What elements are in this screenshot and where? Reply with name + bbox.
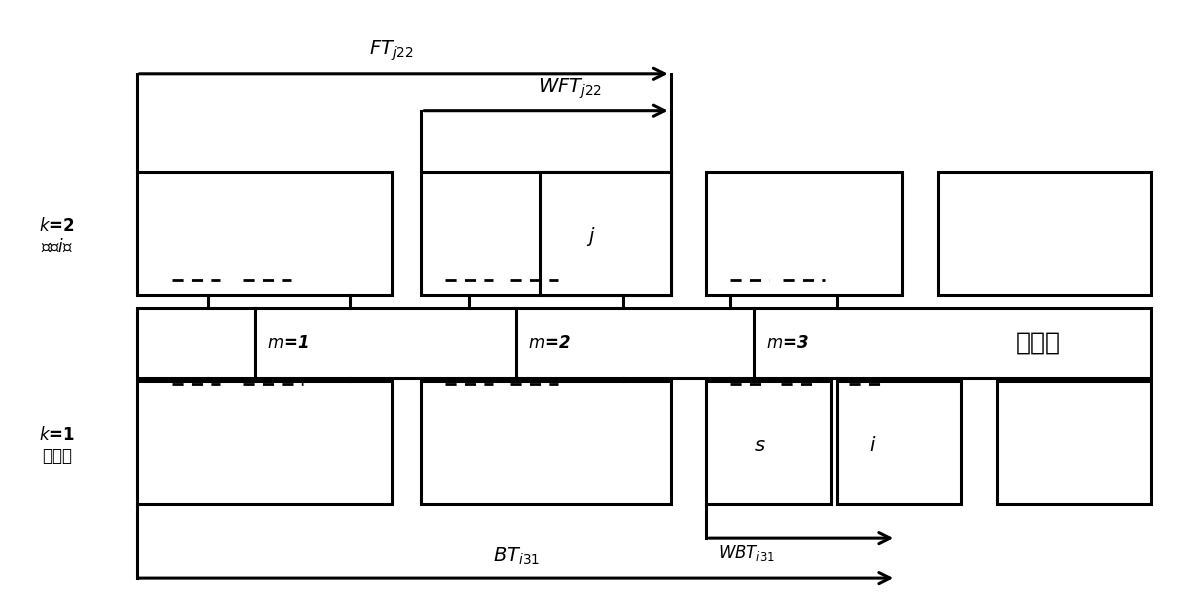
Bar bbox=[837, 381, 961, 504]
Text: 传送带: 传送带 bbox=[1016, 331, 1061, 355]
Text: $s$: $s$ bbox=[754, 437, 766, 455]
Bar bbox=[137, 172, 392, 295]
Bar bbox=[421, 172, 671, 295]
Text: $WFT_{j22}$: $WFT_{j22}$ bbox=[538, 77, 602, 101]
Text: $WBT_{i31}$: $WBT_{i31}$ bbox=[718, 543, 775, 563]
Bar bbox=[997, 381, 1151, 504]
Text: $m$=1: $m$=1 bbox=[267, 334, 309, 352]
Text: $m$=3: $m$=3 bbox=[766, 334, 808, 352]
Text: $k$=1
（左）: $k$=1 （左） bbox=[39, 426, 75, 466]
Bar bbox=[540, 172, 671, 295]
Text: $FT_{j22}$: $FT_{j22}$ bbox=[369, 38, 414, 63]
Bar bbox=[137, 308, 1151, 378]
Text: $BT_{i31}$: $BT_{i31}$ bbox=[493, 546, 540, 567]
Bar bbox=[938, 172, 1151, 295]
Text: $k$=2
（右$i$）: $k$=2 （右$i$） bbox=[39, 217, 75, 256]
Bar bbox=[421, 381, 671, 504]
Text: $j$: $j$ bbox=[586, 225, 596, 248]
Text: $i$: $i$ bbox=[869, 437, 876, 455]
Bar bbox=[706, 172, 902, 295]
Text: $m$=2: $m$=2 bbox=[528, 334, 571, 352]
Bar bbox=[137, 381, 392, 504]
Bar bbox=[706, 381, 831, 504]
